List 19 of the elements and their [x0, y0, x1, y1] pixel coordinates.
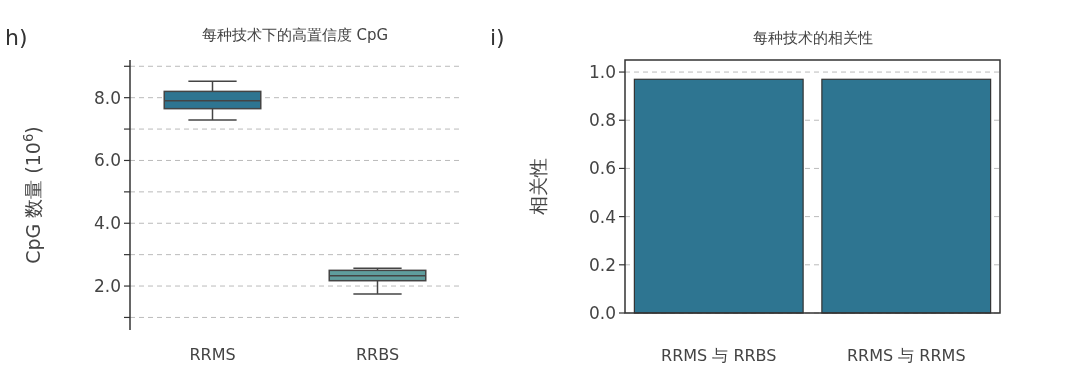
y-tick-label: 0.2	[588, 254, 616, 275]
y-tick-label: 8.0	[93, 87, 121, 108]
y-tick-label: 6.0	[93, 150, 121, 171]
x-tick-label: RRMS	[189, 345, 236, 364]
chart-title: 每种技术的相关性	[752, 29, 873, 47]
y-tick-label: 2.0	[93, 276, 121, 296]
x-tick-label: RRBS	[355, 345, 400, 364]
y-tick-label: 0.6	[588, 158, 616, 179]
x-tick-label: RRMS 与 RRBS	[661, 346, 777, 365]
y-tick-label: 0.4	[588, 206, 616, 227]
text: i)	[490, 25, 505, 50]
text: h)	[5, 25, 28, 50]
y-tick-label: 1.0	[588, 62, 616, 82]
x-tick-label: RRMS 与 RRMS	[846, 346, 966, 365]
y-tick-label: 0.8	[588, 110, 616, 131]
y-tick-label: 0.0	[588, 302, 616, 323]
y-tick-label: 4.0	[93, 213, 121, 234]
y-axis-title: 相关性	[527, 158, 549, 215]
chart-title: 每种技术下的高置信度 CpG	[201, 26, 389, 44]
